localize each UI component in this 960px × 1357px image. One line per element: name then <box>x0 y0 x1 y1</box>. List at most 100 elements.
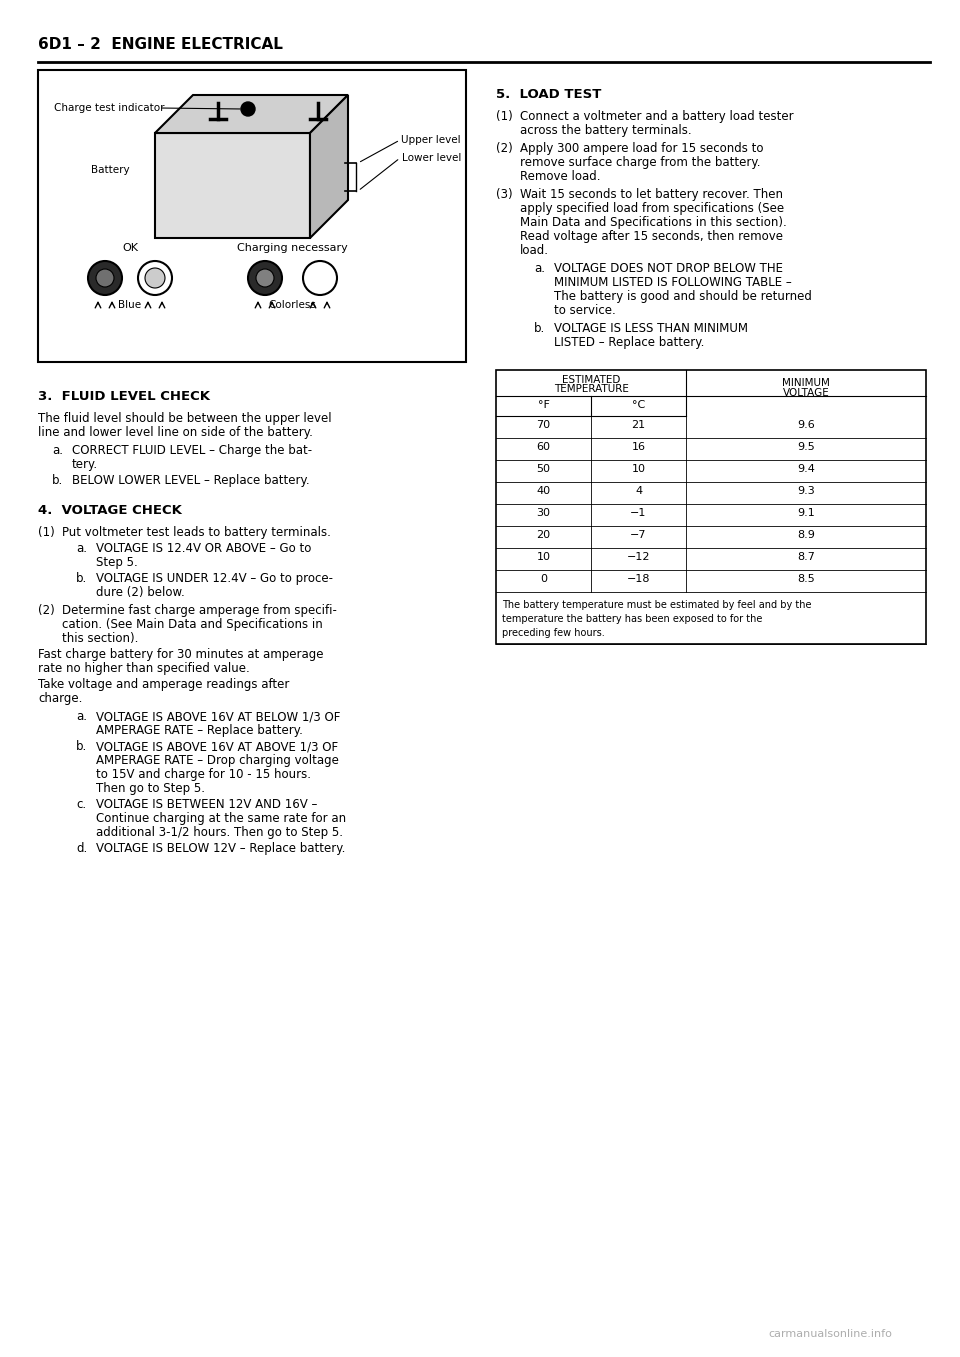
Text: (1): (1) <box>38 527 55 539</box>
Text: c.: c. <box>76 798 86 811</box>
Text: Take voltage and amperage readings after: Take voltage and amperage readings after <box>38 678 289 691</box>
Text: TEMPERATURE: TEMPERATURE <box>554 384 629 394</box>
Text: VOLTAGE: VOLTAGE <box>782 388 829 398</box>
Text: (3): (3) <box>496 189 513 201</box>
Text: Charge test indicator: Charge test indicator <box>54 103 164 113</box>
Text: Determine fast charge amperage from specifi-: Determine fast charge amperage from spec… <box>62 604 337 617</box>
Circle shape <box>248 261 282 294</box>
Text: 9.3: 9.3 <box>797 486 815 497</box>
Text: 5.  LOAD TEST: 5. LOAD TEST <box>496 88 601 100</box>
Text: 8.5: 8.5 <box>797 574 815 584</box>
Text: CORRECT FLUID LEVEL – Charge the bat-: CORRECT FLUID LEVEL – Charge the bat- <box>72 444 312 457</box>
Text: −12: −12 <box>627 552 650 562</box>
Text: Step 5.: Step 5. <box>96 556 137 569</box>
Text: VOLTAGE IS LESS THAN MINIMUM: VOLTAGE IS LESS THAN MINIMUM <box>554 322 748 335</box>
Text: 16: 16 <box>632 442 645 452</box>
Text: 9.1: 9.1 <box>797 508 815 518</box>
Text: across the battery terminals.: across the battery terminals. <box>520 123 691 137</box>
Text: preceding few hours.: preceding few hours. <box>502 628 605 638</box>
Text: Apply 300 ampere load for 15 seconds to: Apply 300 ampere load for 15 seconds to <box>520 142 763 155</box>
Text: a.: a. <box>76 710 87 723</box>
Text: The battery is good and should be returned: The battery is good and should be return… <box>554 290 812 303</box>
Text: load.: load. <box>520 244 549 256</box>
Text: tery.: tery. <box>72 459 98 471</box>
Text: line and lower level line on side of the battery.: line and lower level line on side of the… <box>38 426 313 440</box>
Text: VOLTAGE IS BELOW 12V – Replace battery.: VOLTAGE IS BELOW 12V – Replace battery. <box>96 841 346 855</box>
Text: LISTED – Replace battery.: LISTED – Replace battery. <box>554 337 705 349</box>
Text: 21: 21 <box>632 421 645 430</box>
Polygon shape <box>155 133 310 237</box>
Text: 70: 70 <box>537 421 551 430</box>
Text: MINIMUM LISTED IS FOLLOWING TABLE –: MINIMUM LISTED IS FOLLOWING TABLE – <box>554 275 792 289</box>
Bar <box>38 71 466 362</box>
Text: 30: 30 <box>537 508 550 518</box>
Circle shape <box>96 269 114 286</box>
Text: AMPERAGE RATE – Drop charging voltage: AMPERAGE RATE – Drop charging voltage <box>96 754 339 767</box>
Bar <box>496 370 926 645</box>
Text: b.: b. <box>76 573 87 585</box>
Text: a.: a. <box>76 541 87 555</box>
Text: rate no higher than specified value.: rate no higher than specified value. <box>38 662 250 674</box>
Text: °C: °C <box>632 400 645 410</box>
Text: (2): (2) <box>38 604 55 617</box>
Text: to service.: to service. <box>554 304 615 318</box>
Text: b.: b. <box>534 322 545 335</box>
Circle shape <box>145 267 165 288</box>
Text: this section).: this section). <box>62 632 138 645</box>
Polygon shape <box>310 95 348 237</box>
Circle shape <box>256 269 274 286</box>
Text: −7: −7 <box>631 531 647 540</box>
Text: 9.6: 9.6 <box>797 421 815 430</box>
Circle shape <box>88 261 122 294</box>
Text: to 15V and charge for 10 - 15 hours.: to 15V and charge for 10 - 15 hours. <box>96 768 311 782</box>
Text: OK: OK <box>122 243 138 252</box>
Text: BELOW LOWER LEVEL – Replace battery.: BELOW LOWER LEVEL – Replace battery. <box>72 474 310 487</box>
Text: AMPERAGE RATE – Replace battery.: AMPERAGE RATE – Replace battery. <box>96 725 302 737</box>
Text: 9.4: 9.4 <box>797 464 815 474</box>
Text: 20: 20 <box>537 531 551 540</box>
Text: carmanualsonline.info: carmanualsonline.info <box>768 1329 892 1339</box>
Text: temperature the battery has been exposed to for the: temperature the battery has been exposed… <box>502 613 762 624</box>
Text: Lower level: Lower level <box>401 153 461 163</box>
Text: Fast charge battery for 30 minutes at amperage: Fast charge battery for 30 minutes at am… <box>38 649 324 661</box>
Text: Charging necessary: Charging necessary <box>237 243 348 252</box>
Text: a.: a. <box>534 262 545 275</box>
Text: VOLTAGE IS 12.4V OR ABOVE – Go to: VOLTAGE IS 12.4V OR ABOVE – Go to <box>96 541 311 555</box>
Text: Wait 15 seconds to let battery recover. Then: Wait 15 seconds to let battery recover. … <box>520 189 783 201</box>
Text: Battery: Battery <box>90 166 130 175</box>
Text: b.: b. <box>76 740 87 753</box>
Text: (2): (2) <box>496 142 513 155</box>
Text: MINIMUM: MINIMUM <box>782 379 830 388</box>
Text: Connect a voltmeter and a battery load tester: Connect a voltmeter and a battery load t… <box>520 110 794 123</box>
Text: 50: 50 <box>537 464 550 474</box>
Text: Upper level: Upper level <box>401 134 461 145</box>
Text: 6D1 – 2  ENGINE ELECTRICAL: 6D1 – 2 ENGINE ELECTRICAL <box>38 37 283 52</box>
Text: °F: °F <box>538 400 549 410</box>
Text: 4: 4 <box>635 486 642 497</box>
Text: dure (2) below.: dure (2) below. <box>96 586 184 598</box>
Text: 0: 0 <box>540 574 547 584</box>
Text: Continue charging at the same rate for an: Continue charging at the same rate for a… <box>96 811 347 825</box>
Text: 3.  FLUID LEVEL CHECK: 3. FLUID LEVEL CHECK <box>38 389 210 403</box>
Text: a.: a. <box>52 444 63 457</box>
Text: VOLTAGE IS ABOVE 16V AT ABOVE 1/3 OF: VOLTAGE IS ABOVE 16V AT ABOVE 1/3 OF <box>96 740 338 753</box>
Text: The fluid level should be between the upper level: The fluid level should be between the up… <box>38 413 331 425</box>
Text: b.: b. <box>52 474 63 487</box>
Text: d.: d. <box>76 841 87 855</box>
Text: 10: 10 <box>537 552 550 562</box>
Text: cation. (See Main Data and Specifications in: cation. (See Main Data and Specification… <box>62 617 323 631</box>
Circle shape <box>303 261 337 294</box>
Text: Blue: Blue <box>118 300 141 309</box>
Text: (1): (1) <box>496 110 513 123</box>
Text: VOLTAGE DOES NOT DROP BELOW THE: VOLTAGE DOES NOT DROP BELOW THE <box>554 262 783 275</box>
Text: Remove load.: Remove load. <box>520 170 601 183</box>
Text: VOLTAGE IS UNDER 12.4V – Go to proce-: VOLTAGE IS UNDER 12.4V – Go to proce- <box>96 573 333 585</box>
Text: Main Data and Specifications in this section).: Main Data and Specifications in this sec… <box>520 216 787 229</box>
Text: VOLTAGE IS ABOVE 16V AT BELOW 1/3 OF: VOLTAGE IS ABOVE 16V AT BELOW 1/3 OF <box>96 710 341 723</box>
Text: 10: 10 <box>632 464 645 474</box>
Text: charge.: charge. <box>38 692 83 706</box>
Text: 8.9: 8.9 <box>797 531 815 540</box>
Text: remove surface charge from the battery.: remove surface charge from the battery. <box>520 156 760 170</box>
Text: additional 3-1/2 hours. Then go to Step 5.: additional 3-1/2 hours. Then go to Step … <box>96 826 343 839</box>
Text: Put voltmeter test leads to battery terminals.: Put voltmeter test leads to battery term… <box>62 527 331 539</box>
